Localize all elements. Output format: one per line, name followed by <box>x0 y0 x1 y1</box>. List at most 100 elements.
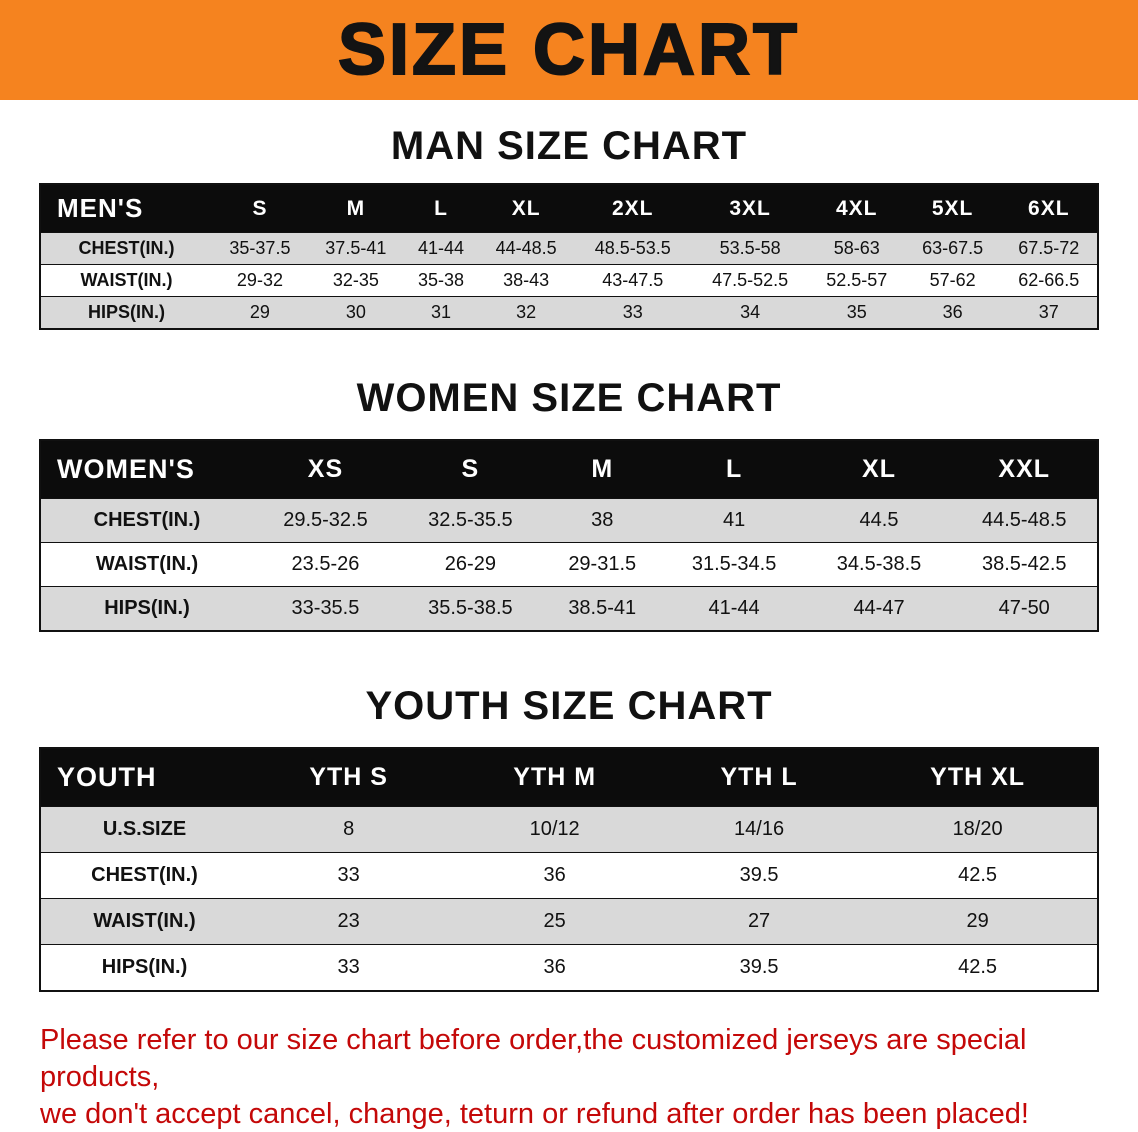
column-header: XL <box>478 184 575 233</box>
table-cell: 57-62 <box>929 270 976 290</box>
table-cell: 25 <box>543 910 566 932</box>
table-header-row: WOMEN'S XS S M L XL XXL <box>40 440 1098 499</box>
table-cell: 37.5-41 <box>325 238 387 258</box>
table-row: CHEST(IN.) 35-37.5 37.5-41 41-44 44-48.5 48.5… <box>40 232 1098 265</box>
table-cell: 39.5 <box>739 956 779 978</box>
table-row: HIPS(IN.) 33-35.5 35.5-38.5 38.5-41 41-44 44-… <box>40 586 1098 631</box>
column-header: S <box>212 184 308 233</box>
size-chart-title: SIZE CHART <box>337 10 800 90</box>
table-cell: 29 <box>249 302 270 322</box>
table-header-row: YOUTH YTH S YTH M YTH L YTH XL <box>40 748 1098 807</box>
table-cell: 34.5-38.5 <box>836 553 922 575</box>
table-cell: 67.5-72 <box>1018 238 1080 258</box>
table-cell: 8 <box>343 818 355 840</box>
table-cell: 42.5 <box>958 956 998 978</box>
column-header: YTH S <box>248 748 450 807</box>
column-header: XXL <box>951 440 1098 499</box>
column-header: 4XL <box>808 184 905 233</box>
table-cell: 31 <box>430 302 451 322</box>
table-cell: 44.5-48.5 <box>981 509 1067 531</box>
disclaimer-line-2: we don't accept cancel, change, teturn o… <box>40 1098 1029 1131</box>
table-cell: 41-44 <box>417 238 465 258</box>
table-row: HIPS(IN.) 29 30 31 32 33 34 35 36 37 <box>40 296 1098 329</box>
men-size-table: MEN'S S M L XL 2XL 3XL 4XL 5XL 6XL CHEST(IN.) 35-37… <box>39 183 1099 330</box>
column-header: L <box>661 440 807 499</box>
table-cell: 47-50 <box>998 597 1050 619</box>
table-cell: 63-67.5 <box>922 238 984 258</box>
table-cell: 35.5-38.5 <box>428 597 513 619</box>
table-row: WAIST(IN.) 23 25 27 29 <box>40 898 1098 945</box>
table-cell: 44.5 <box>859 509 899 531</box>
column-header: YTH XL <box>858 748 1098 807</box>
table-cell: 38-43 <box>503 270 550 290</box>
column-header: M <box>542 440 662 499</box>
table-cell: 26-29 <box>444 553 496 575</box>
table-cell: 29.5-32.5 <box>283 509 368 531</box>
women-section-heading: WOMEN SIZE CHART <box>356 376 782 420</box>
table-header-row: MEN'S S M L XL 2XL 3XL 4XL 5XL 6XL <box>40 184 1098 233</box>
table-cell: 32-35 <box>332 270 379 290</box>
row-label: WAIST(IN.) <box>93 910 196 932</box>
table-title-cell: YOUTH <box>40 748 248 807</box>
column-header: M <box>307 184 404 233</box>
disclaimer-line-1: Please refer to our size chart before or… <box>40 1024 1027 1094</box>
column-header: XS <box>253 440 398 499</box>
table-cell: 35-37.5 <box>229 238 291 258</box>
table-row: CHEST(IN.) 29.5-32.5 32.5-35.5 38 41 44.5 44.5… <box>40 498 1098 543</box>
table-row: CHEST(IN.) 33 36 39.5 42.5 <box>40 852 1098 899</box>
row-label: HIPS(IN.) <box>87 302 165 322</box>
table-cell: 58-63 <box>833 238 880 258</box>
table-cell: 48.5-53.5 <box>594 238 671 258</box>
table-cell: 33 <box>337 956 360 978</box>
table-cell: 29-31.5 <box>568 553 637 575</box>
table-title-cell: WOMEN'S <box>40 440 253 499</box>
column-header: XL <box>806 440 952 499</box>
row-label: U.S.SIZE <box>102 818 187 840</box>
table-cell: 35 <box>846 302 867 322</box>
table-cell: 44-47 <box>853 597 905 619</box>
column-header: 5XL <box>904 184 1001 233</box>
table-cell: 33 <box>622 302 643 322</box>
table-cell: 52.5-57 <box>826 270 888 290</box>
men-section-heading: MAN SIZE CHART <box>390 124 748 168</box>
table-cell: 29-32 <box>236 270 283 290</box>
table-cell: 47.5-52.5 <box>712 270 789 290</box>
table-cell: 38 <box>591 509 614 531</box>
table-cell: 23 <box>337 910 360 932</box>
table-cell: 41 <box>722 509 746 531</box>
row-label: CHEST(IN.) <box>78 238 175 258</box>
table-cell: 37 <box>1038 302 1059 322</box>
size-chart-banner: SIZE CHART <box>0 0 1138 100</box>
table-cell: 41-44 <box>708 597 760 619</box>
women-size-table: WOMEN'S XS S M L XL XXL CHEST(IN.) 29.5-32.5 32.5… <box>39 439 1099 632</box>
table-cell: 36 <box>543 956 566 978</box>
youth-size-table: YOUTH YTH S YTH M YTH L YTH XL U.S.SIZE 8 10/12… <box>39 747 1099 992</box>
table-cell: 35-38 <box>417 270 465 290</box>
column-header: 3XL <box>691 184 809 233</box>
table-cell: 44-48.5 <box>495 238 557 258</box>
table-cell: 42.5 <box>958 864 998 886</box>
table-cell: 32 <box>516 302 537 322</box>
row-label: CHEST(IN.) <box>91 864 198 886</box>
column-header: 2XL <box>574 184 692 233</box>
row-label: CHEST(IN.) <box>93 509 201 531</box>
table-cell: 23.5-26 <box>291 553 360 575</box>
table-cell: 62-66.5 <box>1018 270 1080 290</box>
table-cell: 33 <box>337 864 360 886</box>
row-label: WAIST(IN.) <box>95 553 199 575</box>
column-header: L <box>403 184 479 233</box>
table-cell: 30 <box>345 302 366 322</box>
table-cell: 36 <box>942 302 963 322</box>
table-row: U.S.SIZE 8 10/12 14/16 18/20 <box>40 806 1098 853</box>
table-cell: 38.5-41 <box>568 597 637 619</box>
table-row: HIPS(IN.) 33 36 39.5 42.5 <box>40 944 1098 991</box>
table-cell: 14/16 <box>734 818 785 840</box>
table-cell: 29 <box>966 910 989 932</box>
table-cell: 39.5 <box>739 864 779 886</box>
row-label: WAIST(IN.) <box>80 270 173 290</box>
disclaimer-text: Please refer to our size chart before or… <box>40 1022 1118 1132</box>
table-row: WAIST(IN.) 29-32 32-35 35-38 38-43 43-47.5 47.… <box>40 264 1098 297</box>
youth-section-heading: YOUTH SIZE CHART <box>365 684 773 728</box>
column-header: YTH M <box>449 748 660 807</box>
column-header: 6XL <box>1000 184 1098 233</box>
